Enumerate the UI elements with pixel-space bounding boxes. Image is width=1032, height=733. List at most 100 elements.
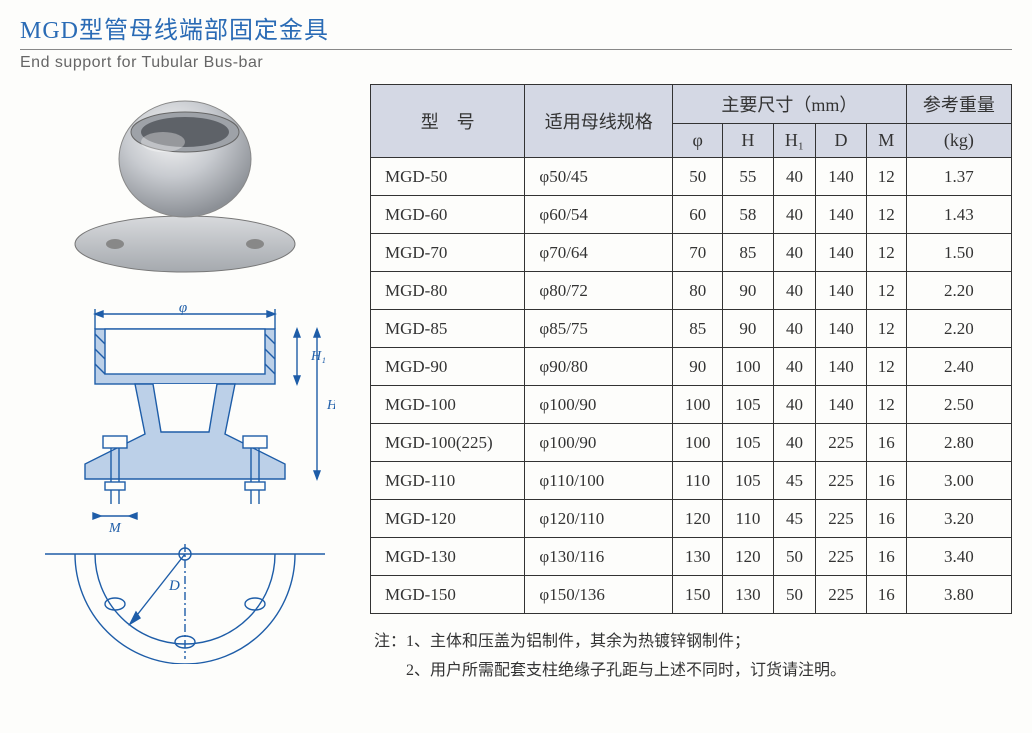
svg-text:φ: φ [179, 304, 187, 316]
table-header: 型 号 适用母线规格 主要尺寸（mm） 参考重量 φ H H₁ D M (kg) [371, 85, 1012, 158]
th-weight: 参考重量 [906, 85, 1011, 124]
cell-H1: 45 [773, 462, 816, 500]
cell-H: 105 [723, 462, 773, 500]
cell-kg: 2.20 [906, 310, 1011, 348]
th-dims-group: 主要尺寸（mm） [673, 85, 907, 124]
table-row: MGD-150φ150/13615013050225163.80 [371, 576, 1012, 614]
note-item: 2、用户所需配套支柱绝缘子孔距与上述不同时，订货请注明。 [406, 657, 846, 686]
cell-model: MGD-50 [371, 158, 525, 196]
cell-M: 12 [866, 196, 906, 234]
cell-kg: 3.80 [906, 576, 1011, 614]
cell-D: 225 [816, 500, 866, 538]
cell-spec: φ50/45 [525, 158, 673, 196]
cell-model: MGD-80 [371, 272, 525, 310]
cell-model: MGD-60 [371, 196, 525, 234]
cell-H1: 40 [773, 196, 816, 234]
cell-model: MGD-120 [371, 500, 525, 538]
table-row: MGD-50φ50/45505540140121.37 [371, 158, 1012, 196]
cell-kg: 1.43 [906, 196, 1011, 234]
cell-H: 85 [723, 234, 773, 272]
cell-M: 12 [866, 310, 906, 348]
th-H1: H₁ [773, 124, 816, 158]
right-column: 型 号 适用母线规格 主要尺寸（mm） 参考重量 φ H H₁ D M (kg)… [370, 84, 1012, 686]
th-phi: φ [673, 124, 723, 158]
note-item: 1、主体和压盖为铝制件，其余为热镀锌钢制件； [406, 628, 750, 657]
cell-D: 140 [816, 272, 866, 310]
table-row: MGD-120φ120/11012011045225163.20 [371, 500, 1012, 538]
title-block: MGD型管母线端部固定金具 End support for Tubular Bu… [20, 10, 1012, 72]
cell-H: 105 [723, 386, 773, 424]
cell-model: MGD-110 [371, 462, 525, 500]
cell-M: 12 [866, 234, 906, 272]
content-area: φ [20, 84, 1012, 686]
cell-phi: 70 [673, 234, 723, 272]
svg-text:H₁: H₁ [310, 349, 326, 364]
cell-D: 140 [816, 196, 866, 234]
cell-D: 225 [816, 462, 866, 500]
cell-kg: 2.50 [906, 386, 1011, 424]
cell-H1: 40 [773, 386, 816, 424]
cell-H1: 40 [773, 158, 816, 196]
cell-phi: 100 [673, 386, 723, 424]
th-model: 型 号 [371, 85, 525, 158]
cell-H1: 50 [773, 576, 816, 614]
table-row: MGD-130φ130/11613012050225163.40 [371, 538, 1012, 576]
cell-model: MGD-100 [371, 386, 525, 424]
table-row: MGD-60φ60/54605840140121.43 [371, 196, 1012, 234]
cell-phi: 80 [673, 272, 723, 310]
table-row: MGD-90φ90/809010040140122.40 [371, 348, 1012, 386]
cell-kg: 3.00 [906, 462, 1011, 500]
cell-M: 16 [866, 576, 906, 614]
th-H: H [723, 124, 773, 158]
cell-spec: φ100/90 [525, 424, 673, 462]
cell-phi: 130 [673, 538, 723, 576]
cell-spec: φ70/64 [525, 234, 673, 272]
cell-M: 12 [866, 272, 906, 310]
product-photo [55, 84, 315, 284]
cell-D: 225 [816, 576, 866, 614]
cell-H1: 45 [773, 500, 816, 538]
cell-phi: 85 [673, 310, 723, 348]
cell-kg: 2.20 [906, 272, 1011, 310]
cell-kg: 2.40 [906, 348, 1011, 386]
cell-H: 130 [723, 576, 773, 614]
cell-H: 58 [723, 196, 773, 234]
cell-spec: φ110/100 [525, 462, 673, 500]
cell-spec: φ85/75 [525, 310, 673, 348]
cell-phi: 100 [673, 424, 723, 462]
table-row: MGD-100(225)φ100/9010010540225162.80 [371, 424, 1012, 462]
cell-D: 140 [816, 234, 866, 272]
cell-spec: φ150/136 [525, 576, 673, 614]
cell-H: 90 [723, 272, 773, 310]
cell-model: MGD-70 [371, 234, 525, 272]
cell-H1: 40 [773, 424, 816, 462]
cell-spec: φ100/90 [525, 386, 673, 424]
table-row: MGD-110φ110/10011010545225163.00 [371, 462, 1012, 500]
cell-D: 140 [816, 348, 866, 386]
th-weight-unit: (kg) [906, 124, 1011, 158]
notes-spacer [374, 657, 406, 686]
table-row: MGD-85φ85/75859040140122.20 [371, 310, 1012, 348]
table-row: MGD-100φ100/9010010540140122.50 [371, 386, 1012, 424]
cell-kg: 3.40 [906, 538, 1011, 576]
title-cn: MGD型管母线端部固定金具 [20, 10, 1012, 50]
cell-spec: φ130/116 [525, 538, 673, 576]
cell-D: 140 [816, 310, 866, 348]
cell-D: 225 [816, 538, 866, 576]
cell-model: MGD-150 [371, 576, 525, 614]
left-column: φ [20, 84, 350, 686]
cell-D: 140 [816, 158, 866, 196]
cell-H: 90 [723, 310, 773, 348]
cell-kg: 3.20 [906, 500, 1011, 538]
cell-phi: 150 [673, 576, 723, 614]
cell-H1: 40 [773, 348, 816, 386]
cell-M: 16 [866, 462, 906, 500]
cell-M: 16 [866, 538, 906, 576]
cell-spec: φ90/80 [525, 348, 673, 386]
cell-phi: 90 [673, 348, 723, 386]
cell-H1: 50 [773, 538, 816, 576]
table-row: MGD-80φ80/72809040140122.20 [371, 272, 1012, 310]
cell-M: 12 [866, 348, 906, 386]
cell-D: 225 [816, 424, 866, 462]
cell-phi: 50 [673, 158, 723, 196]
